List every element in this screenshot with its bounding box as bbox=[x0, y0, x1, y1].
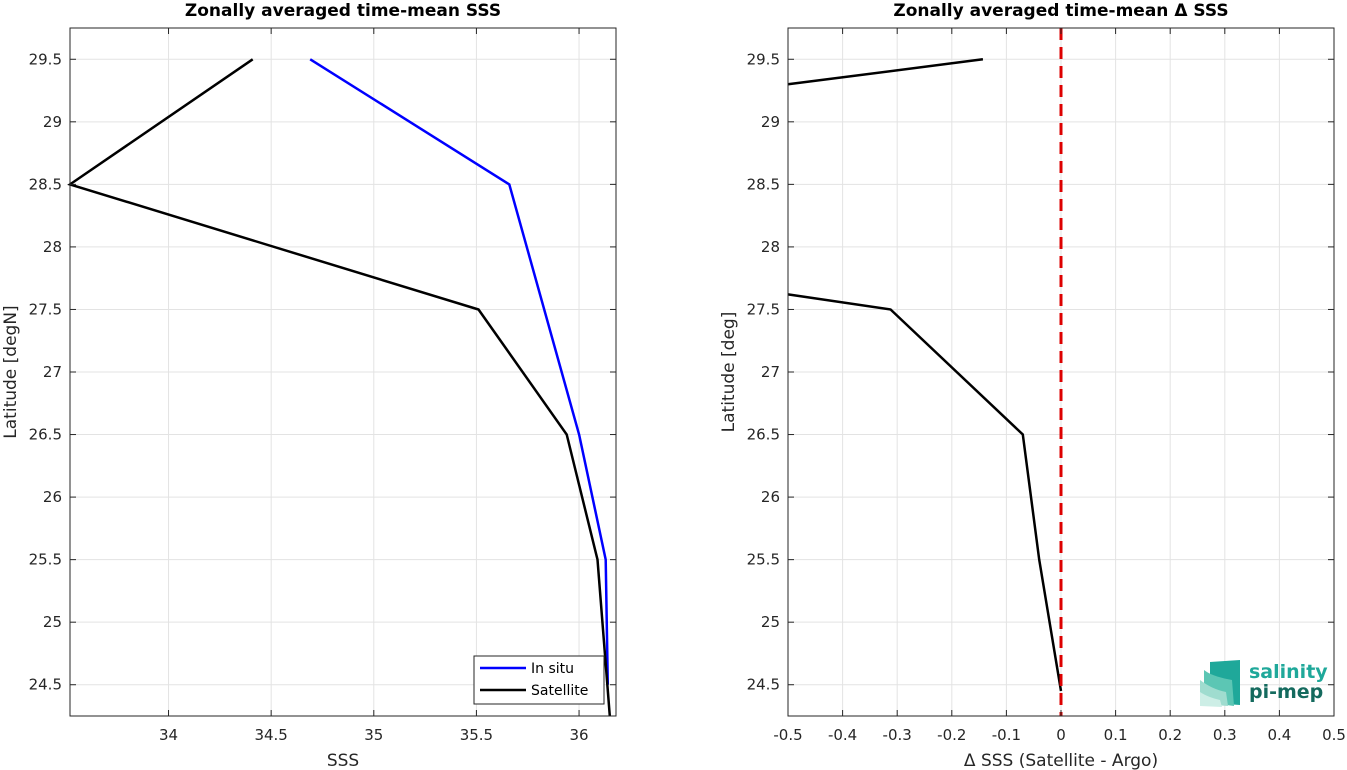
delta-sss-chart: -0.5 -0.4 -0.3 -0.2 -0.1 0 0.1 0.2 0.3 0.4 0.5 24.5… bbox=[719, 1, 1346, 770]
y-tick-label: 25.5 bbox=[29, 551, 62, 569]
y-tick-label: 24.5 bbox=[747, 676, 780, 694]
y-tick-label: 26 bbox=[761, 488, 780, 506]
delta-sss-chart-title: Zonally averaged time-mean Δ SSS bbox=[893, 1, 1228, 21]
y-tick-label: 27 bbox=[43, 363, 62, 381]
y-tick-label: 29.5 bbox=[747, 50, 780, 68]
legend-label-in-situ: In situ bbox=[531, 661, 574, 677]
sss-ticks: 34 34.5 35 35.5 36 24.5 25 25.5 26 26.5 27 27.5 28 28… bbox=[29, 28, 616, 744]
x-tick-label: -0.2 bbox=[937, 726, 966, 744]
legend-label-satellite: Satellite bbox=[531, 683, 588, 699]
x-tick-label: 0 bbox=[1056, 726, 1066, 744]
sss-grid bbox=[70, 28, 616, 716]
x-tick-label: 36 bbox=[570, 726, 589, 744]
series-line-series-0 bbox=[787, 293, 1063, 692]
x-tick-label: 34 bbox=[159, 726, 178, 744]
x-tick-label: 0.1 bbox=[1104, 726, 1128, 744]
x-tick-label: -0.5 bbox=[773, 726, 802, 744]
y-tick-label: 26 bbox=[43, 488, 62, 506]
y-tick-label: 27.5 bbox=[747, 300, 780, 318]
x-tick-label: 35.5 bbox=[460, 726, 493, 744]
logo-text-pi-mep: pi-mep bbox=[1249, 681, 1323, 703]
x-tick-label: 0.2 bbox=[1158, 726, 1182, 744]
delta-sss-x-axis-label: Δ SSS (Satellite - Argo) bbox=[964, 751, 1158, 770]
y-tick-label: 25 bbox=[43, 613, 62, 631]
x-tick-label: 35 bbox=[364, 726, 383, 744]
x-tick-label: -0.1 bbox=[992, 726, 1021, 744]
y-tick-label: 28.5 bbox=[29, 175, 62, 193]
y-tick-label: 27.5 bbox=[29, 300, 62, 318]
y-tick-label: 29 bbox=[43, 113, 62, 131]
y-tick-label: 28.5 bbox=[747, 175, 780, 193]
series-line-series-0 bbox=[787, 58, 984, 86]
series-line-in-situ bbox=[309, 58, 610, 685]
series-line-satellite bbox=[67, 58, 612, 717]
sss-chart-title: Zonally averaged time-mean SSS bbox=[185, 1, 501, 21]
sss-chart: 34 34.5 35 35.5 36 24.5 25 25.5 26 26.5 27 27.5 28 28… bbox=[1, 1, 617, 770]
x-tick-label: 0.4 bbox=[1267, 726, 1291, 744]
delta-sss-ticks: -0.5 -0.4 -0.3 -0.2 -0.1 0 0.1 0.2 0.3 0.4 0.5 24.5… bbox=[747, 28, 1346, 744]
sss-x-axis-label: SSS bbox=[327, 751, 359, 770]
logo-waves-icon bbox=[1200, 660, 1240, 707]
y-tick-label: 28 bbox=[43, 238, 62, 256]
x-tick-label: -0.4 bbox=[828, 726, 857, 744]
delta-sss-series-group bbox=[787, 58, 1063, 692]
x-tick-label: 0.3 bbox=[1213, 726, 1237, 744]
y-tick-label: 25 bbox=[761, 613, 780, 631]
x-tick-label: -0.3 bbox=[883, 726, 912, 744]
sss-y-axis-label: Latitude [degN] bbox=[1, 305, 21, 438]
y-tick-label: 25.5 bbox=[747, 551, 780, 569]
sss-legend: In situ Satellite bbox=[473, 655, 605, 705]
delta-sss-y-axis-label: Latitude [deg] bbox=[719, 312, 739, 433]
y-tick-label: 24.5 bbox=[29, 676, 62, 694]
y-tick-label: 29.5 bbox=[29, 50, 62, 68]
x-tick-label: 34.5 bbox=[254, 726, 287, 744]
y-tick-label: 26.5 bbox=[29, 426, 62, 444]
x-tick-label: 0.5 bbox=[1322, 726, 1346, 744]
sss-series-group bbox=[67, 58, 612, 717]
y-tick-label: 28 bbox=[761, 238, 780, 256]
y-tick-label: 29 bbox=[761, 113, 780, 131]
salinity-pi-mep-logo: salinity pi-mep bbox=[1200, 660, 1328, 707]
logo-text-salinity: salinity bbox=[1249, 661, 1328, 683]
y-tick-label: 27 bbox=[761, 363, 780, 381]
legend-box bbox=[473, 655, 605, 705]
y-tick-label: 26.5 bbox=[747, 426, 780, 444]
